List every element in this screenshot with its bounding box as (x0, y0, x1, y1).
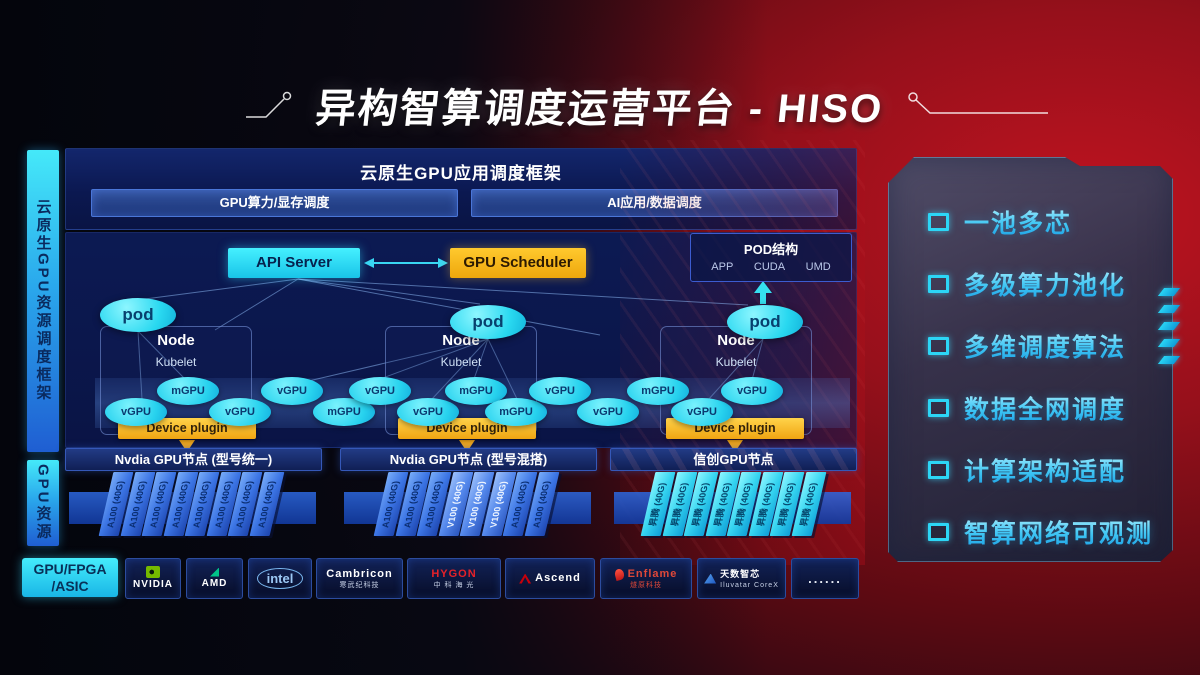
vendor-sub: 寒武纪科技 (339, 581, 380, 589)
pod-layer-app: APP (711, 261, 734, 273)
vendor-stack: Cambricon 寒武纪科技 (316, 558, 403, 599)
vendor-name: AMD (201, 577, 228, 589)
vendor-text-stack: 天数智芯 Iluvatar CoreX (720, 568, 779, 590)
vendor-amd: AMD (186, 558, 243, 599)
checkbox-bullet-icon (928, 337, 949, 355)
feature-item: 多级算力池化 (888, 253, 1173, 315)
pod-structure-title: POD结构 (743, 242, 799, 257)
vendor-sub: 燧原科技 (630, 581, 662, 589)
slash-icon (1157, 322, 1181, 330)
feature-item: 一池多芯 (888, 191, 1173, 253)
iluvatar-logo (704, 573, 717, 584)
gpu-node-group-title: Nvdia GPU节点 (型号统一) (65, 448, 322, 471)
left-rail-gpu-resources-label: GPU资源 (27, 460, 59, 546)
kubelet-label: Kubelet (155, 355, 197, 369)
feature-item: 多维调度算法 (888, 315, 1173, 377)
vgpu-instance: vGPU (721, 377, 783, 405)
vendor-hygon: HYGON 中 科 海 光 (407, 558, 501, 599)
hw-label-line1: GPU/FPGA (33, 560, 107, 577)
vendor-row: 天数智芯 Iluvatar CoreX (704, 568, 779, 590)
vgpu-instance: vGPU (105, 398, 167, 426)
hw-label-line2: /ASIC (51, 577, 89, 594)
vendor-sub: 中 科 海 光 (433, 581, 475, 589)
app-scheduling-panel: 云原生GPU应用调度框架 GPU算力/显存调度 AI应用/数据调度 (65, 148, 857, 230)
slash-icon (1157, 356, 1181, 364)
feature-item: 智算网络可观测 (888, 501, 1173, 562)
vendor-dots: ...... (791, 558, 859, 599)
left-rail-framework-label: 云原生GPU资源调度框架 (27, 150, 59, 452)
checkbox-bullet-icon (928, 523, 949, 541)
vendor-name: NVIDIA (133, 579, 173, 590)
feature-label: 数据全网调度 (964, 390, 1126, 426)
checkbox-bullet-icon (928, 461, 949, 479)
pod-layer-umd: UMD (805, 261, 831, 273)
feature-label: 多维调度算法 (964, 328, 1126, 364)
pod-ellipse: pod (727, 305, 803, 339)
vendor-intel: intel (248, 558, 312, 599)
pod-ellipse: pod (100, 298, 176, 332)
vgpu-instance: vGPU (397, 398, 459, 426)
nvidia-logo (146, 566, 160, 578)
feature-label: 计算架构适配 (964, 452, 1126, 488)
page-title: 异构智算调度运营平台 - HISO (313, 87, 886, 131)
vgpu-instance: vGPU (349, 377, 411, 405)
amd-logo (210, 567, 219, 577)
mgpu-instance: mGPU (485, 398, 547, 426)
pod-structure-box: POD结构 APP CUDA UMD (690, 233, 852, 282)
gpu-scheduler-box: GPU Scheduler (450, 248, 586, 278)
vendor-row: Enflame (613, 567, 678, 581)
vgpu-instance: vGPU (529, 377, 591, 405)
intel-logo: intel (256, 568, 304, 589)
ascend-logo (519, 573, 532, 584)
vgpu-instance: vGPU (671, 398, 733, 426)
vendor-name: Ascend (535, 572, 581, 584)
feature-list: 一池多芯多级算力池化 多维调度算法 数据全网调度 计算架构适配 智算网络可观测 (888, 157, 1173, 562)
gpu-node-group-title: Nvdia GPU节点 (型号混搭) (340, 448, 597, 471)
pod-layer-cuda: CUDA (753, 261, 786, 273)
vendor-row: Ascend (519, 572, 581, 585)
ai-app-data-bar: AI应用/数据调度 (471, 189, 838, 217)
vendor-name: 天数智芯 (720, 568, 761, 579)
gpu-fpga-asic-label: GPU/FPGA /ASIC (22, 558, 118, 597)
vgpu-instance: vGPU (577, 398, 639, 426)
checkbox-bullet-icon (928, 275, 949, 293)
mgpu-instance: mGPU (627, 377, 689, 405)
vendor-sub: Iluvatar CoreX (720, 581, 779, 589)
vgpu-instance: vGPU (209, 398, 271, 426)
vendor-enflame: Enflame 燧原科技 (600, 558, 692, 599)
vgpu-instance: vGPU (261, 377, 323, 405)
kubelet-label: Kubelet (440, 355, 482, 369)
feature-item: 计算架构适配 (888, 439, 1173, 501)
enflame-logo (613, 567, 625, 581)
feature-label: 一池多芯 (964, 204, 1072, 240)
feature-label: 智算网络可观测 (964, 514, 1153, 550)
api-server-box: API Server (228, 248, 360, 278)
app-scheduling-title: 云原生GPU应用调度框架 (360, 164, 562, 183)
feature-item: 数据全网调度 (888, 377, 1173, 439)
vendor-name: Enflame (627, 567, 678, 580)
feature-panel: 一池多芯多级算力池化 多维调度算法 数据全网调度 计算架构适配 智算网络可观测 (888, 157, 1173, 562)
gpu-compute-memory-bar: GPU算力/显存调度 (91, 189, 458, 217)
checkbox-bullet-icon (928, 213, 949, 231)
gpu-node-group-title: 信创GPU节点 (610, 448, 857, 471)
pod-ellipse: pod (450, 305, 526, 339)
slash-icon (1157, 339, 1181, 347)
vendor-name: Cambricon (326, 567, 393, 580)
kubelet-label: Kubelet (715, 355, 757, 369)
vendor-name: HYGON (431, 567, 477, 580)
panel-slash-decor (1157, 288, 1181, 373)
vendor-nvidia: NVIDIA (125, 558, 181, 599)
feature-label: 多级算力池化 (964, 266, 1126, 302)
vendor-iluvatar: 天数智芯 Iluvatar CoreX (697, 558, 786, 599)
node-label: Node (157, 332, 195, 349)
slash-icon (1157, 288, 1181, 296)
ellipsis-label: ...... (808, 571, 842, 586)
checkbox-bullet-icon (928, 399, 949, 417)
vendor-ascend: Ascend (505, 558, 595, 599)
slash-icon (1157, 305, 1181, 313)
mgpu-instance: mGPU (157, 377, 219, 405)
